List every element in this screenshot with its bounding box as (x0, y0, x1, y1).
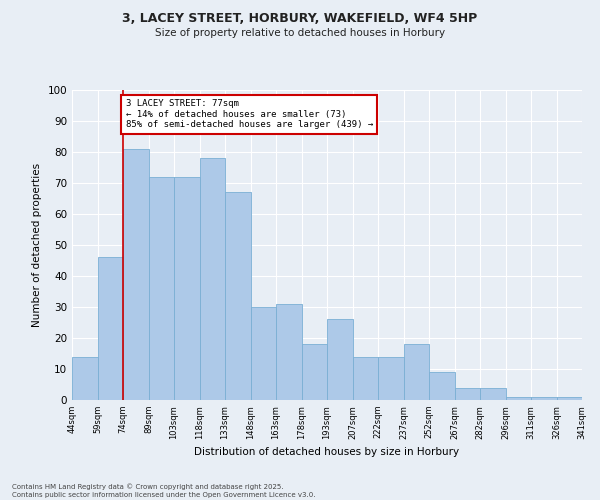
Bar (455, 388, 480, 400)
Text: Contains HM Land Registry data © Crown copyright and database right 2025.
Contai: Contains HM Land Registry data © Crown c… (12, 484, 316, 498)
Bar (404, 344, 429, 400)
Bar (302, 344, 327, 400)
Y-axis label: Number of detached properties: Number of detached properties (32, 163, 42, 327)
Text: Size of property relative to detached houses in Horbury: Size of property relative to detached ho… (155, 28, 445, 38)
Bar (97, 258, 123, 400)
Bar (72, 356, 97, 400)
Bar (174, 177, 199, 400)
Bar (149, 177, 174, 400)
X-axis label: Distribution of detached houses by size in Horbury: Distribution of detached houses by size … (194, 447, 460, 457)
Text: 3 LACEY STREET: 77sqm
← 14% of detached houses are smaller (73)
85% of semi-deta: 3 LACEY STREET: 77sqm ← 14% of detached … (125, 100, 373, 129)
Bar (225, 192, 251, 400)
Bar (480, 388, 505, 400)
Bar (557, 397, 582, 400)
Bar (378, 356, 404, 400)
Text: 3, LACEY STREET, HORBURY, WAKEFIELD, WF4 5HP: 3, LACEY STREET, HORBURY, WAKEFIELD, WF4… (122, 12, 478, 26)
Bar (276, 304, 302, 400)
Bar (327, 320, 353, 400)
Bar (531, 397, 557, 400)
Bar (199, 158, 225, 400)
Bar (353, 356, 378, 400)
Bar (505, 397, 531, 400)
Bar (251, 307, 276, 400)
Bar (123, 149, 149, 400)
Bar (429, 372, 455, 400)
